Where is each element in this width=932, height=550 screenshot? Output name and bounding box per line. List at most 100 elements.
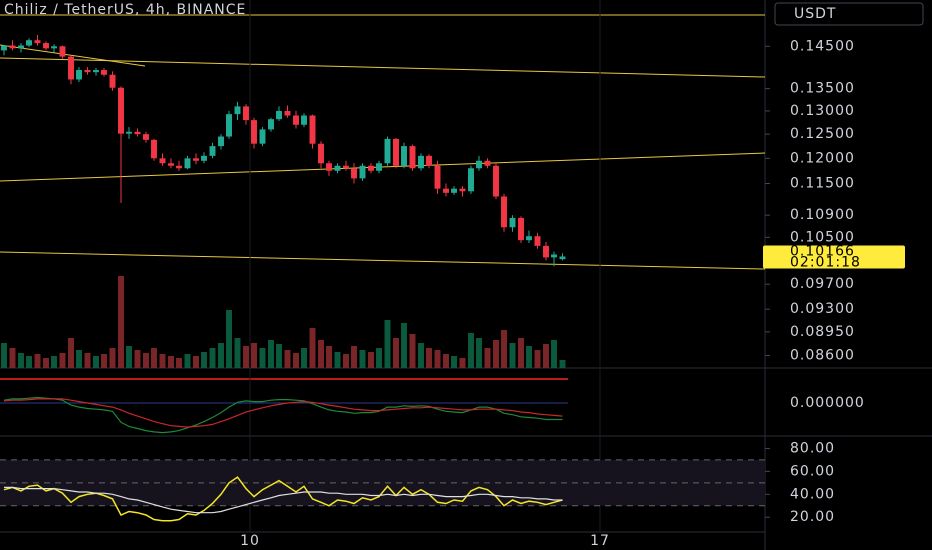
countdown-label: 02:01:18 [790,254,861,270]
y-tick-label: 0.000000 [790,395,865,411]
candle-body [193,158,199,161]
currency-label[interactable]: USDT [794,6,836,22]
last-price-box [763,245,905,269]
candle-body [176,165,182,169]
candle-body [351,168,357,179]
drawings [0,14,766,270]
volume-bar [76,350,82,368]
volume-bar [318,340,324,368]
x-tick-label: 17 [590,533,610,549]
candle-body [1,45,7,51]
volume-bar [68,338,74,368]
volume-bar [293,353,299,368]
volume-bar [351,346,357,368]
candle-body [476,160,482,169]
volume-bar [59,353,66,368]
volume-bar [368,352,374,368]
volume-bar [476,338,482,368]
y-tick-label: 0.14500 [790,38,855,54]
volume-bar [509,343,516,368]
y-tick-label: 0.12000 [790,150,855,166]
candle-body [493,165,499,197]
volume-bar [384,320,391,368]
candle-body [526,236,532,241]
chart-title: Chiliz / TetherUS, 4h, BINANCE [4,2,246,18]
candle-body [334,165,341,171]
candle-body [168,163,174,166]
volume-bar [118,276,124,368]
volume-bar [168,356,174,368]
volume-bar [218,343,224,368]
candle-body [484,160,491,166]
volume-bar [326,346,332,368]
volume-bar [34,354,41,368]
volume-bar [26,356,32,368]
volume-bar [101,354,107,368]
volume-bar [18,353,24,368]
y-tick-label: 0.09300 [790,301,855,317]
y-tick-label: 0.13000 [790,103,855,119]
currency-button[interactable] [774,2,924,26]
y-tick-label: 40.00 [790,486,835,502]
trend-line [0,57,766,78]
volume-bar [84,353,91,368]
volume-bar [151,348,157,368]
volume-bar [184,354,191,368]
volume-bar [518,338,524,368]
indicator-line [3,398,563,428]
candle-body [209,146,216,156]
y-tick-label: 60.00 [790,463,835,479]
volume-bar [493,340,499,368]
volume-bar [1,343,7,368]
candle-body [268,119,274,130]
volume-bar [526,346,532,368]
volume-bar [559,360,566,368]
candle-body [93,70,99,73]
y-tick-label: 0.08950 [790,324,855,340]
trend-line [0,44,146,67]
candle-body [126,131,132,134]
candle-body [459,188,466,192]
volume-bar [309,328,316,368]
y-tick-label: 20.00 [790,509,835,525]
volume-bar [209,348,216,368]
candle-body [543,245,549,258]
candle-body [34,40,41,44]
volume-bar [9,348,16,368]
candle-body [393,138,399,166]
candle-body [401,146,407,166]
volume-bar [376,348,382,368]
candle-body [218,136,224,147]
candle-body [409,146,416,169]
volume-bar [434,350,441,368]
candle-body [159,158,166,164]
volume-bar [193,356,199,368]
candle-body [293,115,299,125]
candle-body [76,70,82,80]
trend-line [0,251,766,270]
candle-body [84,70,91,73]
y-tick-label: 0.12500 [790,126,855,142]
volume-bar [334,352,341,368]
candle-body [368,165,374,171]
candle-body [451,188,457,193]
candle-body [326,163,332,171]
volume-bar [418,343,424,368]
candle-body [251,120,257,144]
candle-body [434,165,441,189]
candle-body [301,115,307,125]
volume-bar [93,356,99,368]
volume-bar [301,348,307,368]
candle-body [151,139,157,159]
volume-bar [393,338,399,368]
volume-bar [276,344,282,368]
trend-line [0,152,766,182]
volume-bar [143,353,149,368]
candle-body [551,254,557,258]
volume-bar [51,356,57,368]
candle-body [201,155,207,161]
candle-body [468,168,474,192]
candle-body [26,40,32,46]
volume-bar [176,358,182,368]
candle-body [59,46,66,57]
